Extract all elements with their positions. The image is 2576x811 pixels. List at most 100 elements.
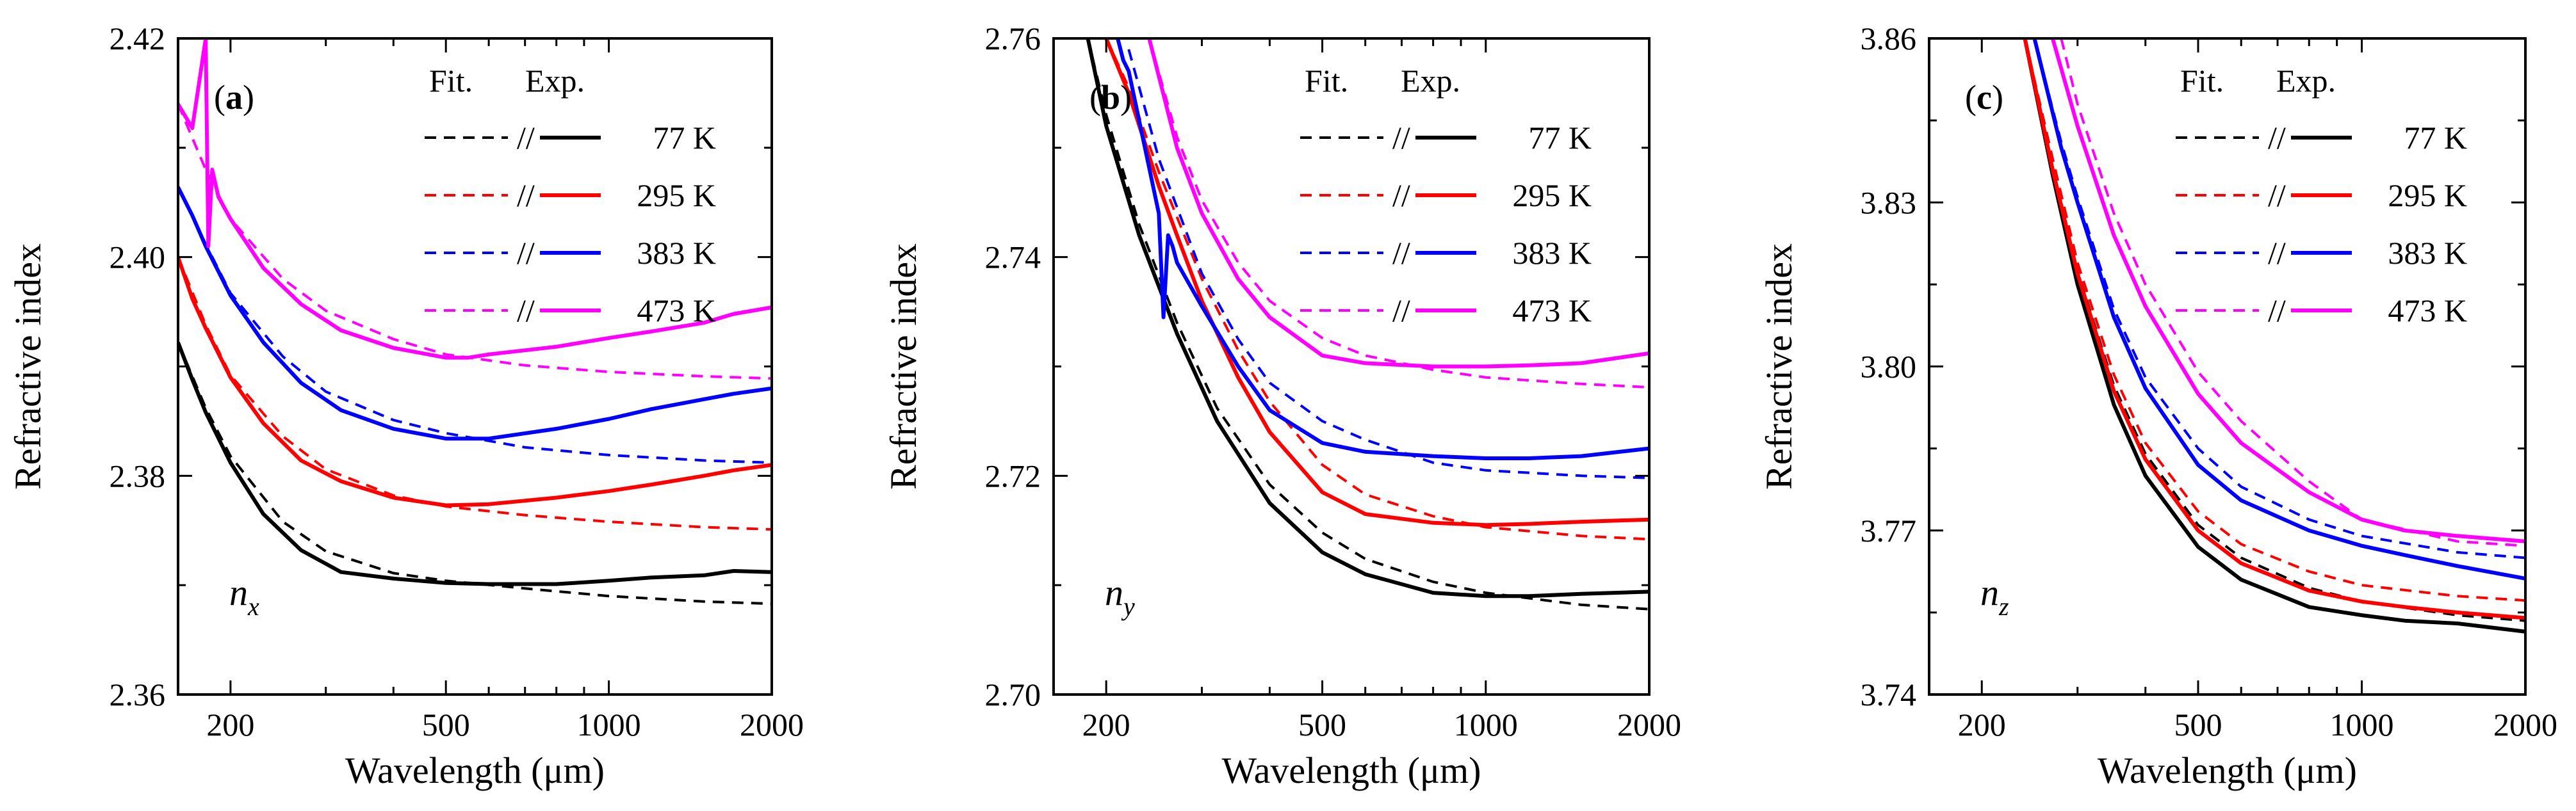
legend-label-383-k: 383 K xyxy=(637,235,716,271)
exp-line-473-k xyxy=(1147,38,1649,369)
curves xyxy=(1086,38,1649,611)
panel-tag: (b) xyxy=(1089,78,1132,116)
panel-tag-open: ( xyxy=(214,78,225,116)
y-tick-label: 2.76 xyxy=(985,20,1041,56)
x-tick-label: 2000 xyxy=(2493,707,2557,743)
legend-separator: // xyxy=(1392,120,1410,156)
x-tick-label: 1000 xyxy=(577,707,641,743)
curves xyxy=(178,38,772,606)
fit-line-77-k xyxy=(1086,38,1649,611)
legend-fit-header: Fit. xyxy=(429,63,473,99)
component-n: n xyxy=(229,572,248,613)
y-tick-label: 3.80 xyxy=(1861,349,1917,385)
x-tick-label: 200 xyxy=(1958,707,2006,743)
x-tick-label: 500 xyxy=(2174,707,2222,743)
component-n: n xyxy=(1105,572,1123,613)
exp-line-77-k xyxy=(2023,38,2525,634)
y-tick-label: 3.74 xyxy=(1861,677,1917,712)
legend-label-473-k: 473 K xyxy=(1512,293,1592,328)
y-tick-label: 2.72 xyxy=(985,458,1041,494)
legend-exp-header: Exp. xyxy=(2276,63,2336,99)
panel-tag: (a) xyxy=(214,78,254,116)
panel-a: 200 500 1000 2000 2.36 2.38 2.40 2.42 Wavelength… xyxy=(7,20,804,791)
component-sub: z xyxy=(1998,592,2009,621)
exp-line-295-k xyxy=(178,256,772,508)
legend-separator: // xyxy=(1392,235,1410,271)
legend-separator: // xyxy=(517,293,535,328)
y-tick-label: 2.70 xyxy=(985,677,1041,712)
legend-exp-header: Exp. xyxy=(1401,63,1460,99)
legend: Fit. Exp. // 77 K // 295 K // 383 K // 473 K xyxy=(425,63,716,328)
exp-line-473-k xyxy=(178,38,772,360)
panel-tag-close: ) xyxy=(1120,78,1132,116)
y-tick-label: 3.86 xyxy=(1861,20,1917,56)
panel-tag-letter: b xyxy=(1101,78,1120,116)
x-tick-label: 2000 xyxy=(1617,707,1681,743)
panel-tag-close: ) xyxy=(243,78,254,116)
x-axis-title: Wavelength (μm) xyxy=(1222,750,1481,791)
component-label: nx xyxy=(229,572,259,621)
panel-tag-open: ( xyxy=(1965,78,1977,116)
component-sub: x xyxy=(247,592,259,621)
legend: Fit. Exp. // 77 K // 295 K // 383 K // 473 K xyxy=(2176,63,2467,328)
fit-line-473-k xyxy=(2060,38,2525,547)
component-n: n xyxy=(1980,572,1999,613)
x-axis-title: Wavelength (μm) xyxy=(345,750,605,791)
x-tick-label: 200 xyxy=(1082,707,1130,743)
legend-separator: // xyxy=(517,177,535,213)
legend-label-295-k: 295 K xyxy=(637,177,716,213)
exp-line-383-k xyxy=(2032,38,2525,581)
y-tick-label: 3.77 xyxy=(1861,513,1917,549)
panel-tag-letter: c xyxy=(1977,78,1992,116)
legend-separator: // xyxy=(2268,235,2286,271)
legend: Fit. Exp. // 77 K // 295 K // 383 K // 473 K xyxy=(1300,63,1592,328)
exp-line-383-k xyxy=(1116,38,1649,460)
x-tick-label: 500 xyxy=(1298,707,1346,743)
fit-line-295-k xyxy=(1105,38,1649,541)
legend-label-77-k: 77 K xyxy=(653,120,716,156)
x-tick-label: 200 xyxy=(206,707,254,743)
panel-tag-letter: a xyxy=(225,78,243,116)
panel-tag-close: ) xyxy=(1992,78,2003,116)
legend-separator: // xyxy=(2268,293,2286,328)
legend-fit-header: Fit. xyxy=(2180,63,2224,99)
x-tick-label: 500 xyxy=(422,707,470,743)
x-tick-label: 2000 xyxy=(740,707,804,743)
exp-line-77-k xyxy=(178,341,772,586)
legend-exp-header: Exp. xyxy=(525,63,585,99)
panel-c: 200 500 1000 2000 3.74 3.77 3.80 3.83 3.86 Wavele… xyxy=(1758,20,2557,791)
x-tick-label: 1000 xyxy=(2330,707,2394,743)
component-label: ny xyxy=(1105,572,1135,621)
y-tick-label: 2.36 xyxy=(110,677,166,712)
exp-line-295-k xyxy=(2023,38,2525,620)
legend-label-383-k: 383 K xyxy=(2388,235,2467,271)
y-tick-label: 2.74 xyxy=(985,239,1041,275)
legend-fit-header: Fit. xyxy=(1305,63,1348,99)
legend-label-295-k: 295 K xyxy=(2388,177,2467,213)
fit-line-473-k xyxy=(178,103,772,380)
legend-separator: // xyxy=(2268,120,2286,156)
fit-line-473-k xyxy=(1148,38,1649,389)
curves xyxy=(2023,38,2525,634)
legend-label-383-k: 383 K xyxy=(1512,235,1592,271)
y-axis-title: Refractive index xyxy=(7,243,49,490)
legend-label-473-k: 473 K xyxy=(2388,293,2467,328)
exp-line-383-k xyxy=(178,186,772,441)
panel-tag-open: ( xyxy=(1089,78,1101,116)
legend-label-295-k: 295 K xyxy=(1512,177,1592,213)
panel-tag: (c) xyxy=(1965,78,2003,116)
component-sub: y xyxy=(1121,592,1135,621)
y-axis-title: Refractive index xyxy=(883,243,924,490)
legend-separator: // xyxy=(2268,177,2286,213)
legend-label-77-k: 77 K xyxy=(2404,120,2467,156)
legend-label-473-k: 473 K xyxy=(637,293,716,328)
y-axis-title: Refractive index xyxy=(1758,243,1800,490)
x-tick-label: 1000 xyxy=(1454,707,1518,743)
fit-line-383-k xyxy=(1127,49,1649,479)
exp-line-473-k xyxy=(2051,38,2525,543)
legend-label-77-k: 77 K xyxy=(1528,120,1592,156)
legend-separator: // xyxy=(1392,177,1410,213)
exp-line-295-k xyxy=(1104,38,1649,527)
component-label: nz xyxy=(1980,572,2009,621)
